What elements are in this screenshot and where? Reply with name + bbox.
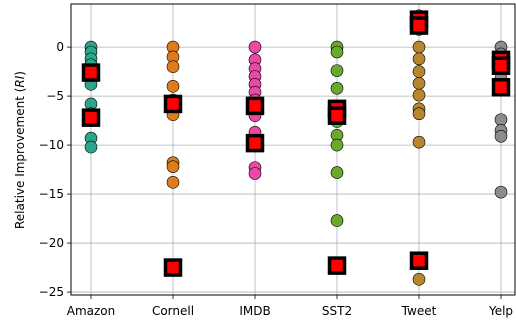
data-point-tweet [412, 40, 426, 54]
y-tick-label: 0 [56, 40, 64, 54]
highlight-marker-tweet [409, 16, 429, 35]
data-point-yelp [494, 185, 508, 199]
data-point-sst2 [330, 166, 344, 179]
data-point-sst2 [330, 81, 344, 95]
highlight-marker-imdb [245, 133, 265, 153]
data-point-tweet [412, 88, 426, 102]
data-point-tweet [412, 135, 426, 149]
x-tick-label-imdb: IMDB [239, 304, 270, 318]
data-points [81, 9, 511, 286]
y-tick-label: −15 [39, 187, 64, 201]
highlight-marker-imdb [245, 96, 265, 116]
data-point-sst2 [330, 214, 344, 227]
y-axis-ticks: 0 −5 −10 −15 −20 −25 [39, 40, 71, 299]
highlight-marker-cornell [163, 94, 183, 114]
data-point-cornell [166, 60, 180, 74]
x-axis-ticks: Amazon Cornell IMDB SST2 Tweet Yelp [67, 295, 513, 318]
highlight-marker-sst2 [327, 256, 347, 275]
data-point-yelp [494, 129, 508, 143]
highlight-marker-tweet [409, 251, 429, 270]
data-point-tweet [412, 52, 426, 66]
data-point-tweet [412, 107, 426, 121]
data-point-tweet [412, 77, 426, 90]
x-tick-label-tweet: Tweet [401, 304, 437, 318]
y-tick-label: −25 [39, 285, 64, 299]
data-point-imdb [248, 40, 262, 54]
data-point-cornell [166, 176, 180, 189]
x-tick-label-cornell: Cornell [152, 304, 194, 318]
highlight-marker-sst2 [327, 106, 347, 125]
y-axis-label: Relative Improvement (RI) [13, 71, 27, 229]
y-tick-label: −20 [39, 236, 64, 250]
y-tick-label: −5 [46, 89, 64, 103]
x-tick-label-yelp: Yelp [488, 304, 513, 318]
x-tick-label-sst2: SST2 [322, 304, 352, 318]
data-point-imdb [248, 167, 262, 180]
data-point-cornell [166, 80, 180, 93]
highlight-marker-amazon [81, 108, 101, 127]
data-point-tweet [412, 65, 426, 78]
grid-lines [71, 4, 515, 295]
x-tick-label-amazon: Amazon [67, 304, 116, 318]
plot-frame [70, 3, 516, 296]
data-point-amazon [84, 140, 98, 154]
highlight-marker-yelp [491, 78, 511, 97]
data-point-sst2 [330, 45, 344, 59]
highlight-marker-cornell [163, 258, 183, 277]
data-point-cornell [166, 160, 180, 173]
data-point-tweet [412, 273, 426, 286]
data-point-sst2 [330, 138, 344, 152]
y-tick-label: −10 [39, 138, 64, 152]
data-point-yelp [494, 113, 508, 126]
highlight-marker-yelp [491, 56, 511, 75]
highlight-marker-amazon [81, 63, 101, 82]
data-point-sst2 [330, 64, 344, 77]
